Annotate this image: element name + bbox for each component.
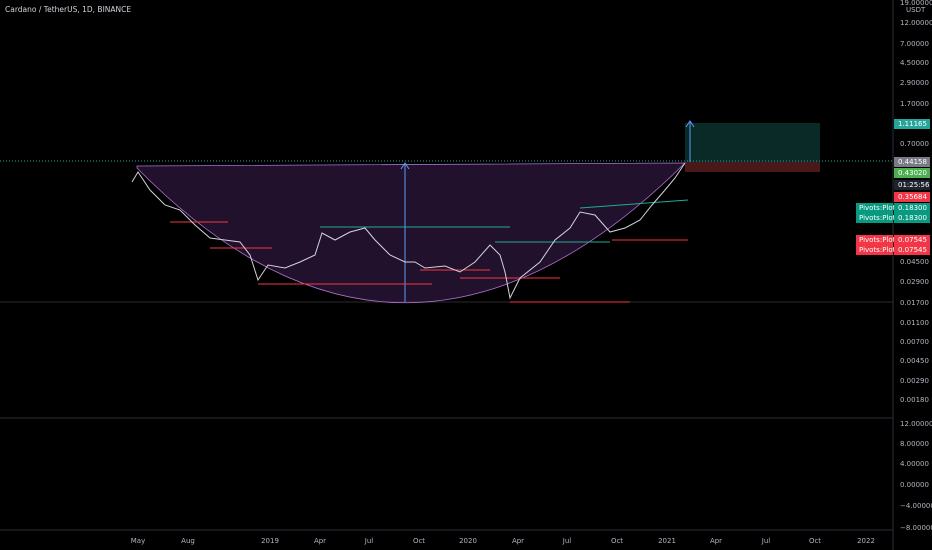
- time-label: Jul: [562, 537, 572, 545]
- time-label: 2019: [261, 537, 279, 545]
- badge-box: [894, 245, 930, 255]
- badge-value: 0.43020: [898, 169, 927, 177]
- stop-zone: [685, 162, 820, 172]
- time-label: 2021: [658, 537, 676, 545]
- time-label: May: [131, 537, 145, 545]
- time-label: Jul: [761, 537, 771, 545]
- badge-label: Pivots:Plot: [859, 204, 896, 212]
- badge-label-box: [856, 203, 893, 213]
- badge-value: 1.11165: [898, 120, 927, 128]
- badge-box: [894, 203, 930, 213]
- badge-box: [894, 235, 930, 245]
- badge-box: [894, 213, 930, 223]
- time-label: Oct: [611, 537, 623, 545]
- time-label: 2022: [857, 537, 875, 545]
- time-label: 2020: [459, 537, 477, 545]
- lower-price-label: 12.00000: [900, 420, 932, 428]
- time-label: Aug: [181, 537, 195, 545]
- symbol-title: Cardano / TetherUS, 1D, BINANCE: [5, 5, 131, 14]
- badge-label-box: [856, 213, 893, 223]
- price-label: 0.00450: [900, 357, 929, 365]
- time-label: Apr: [314, 537, 326, 545]
- time-label: Apr: [512, 537, 524, 545]
- badge-label: Pivots:Plot: [859, 214, 896, 222]
- badge-value: 0.18300: [898, 214, 927, 222]
- badge-label: Pivots:Plot: [859, 246, 896, 254]
- badge-box: [894, 168, 930, 178]
- price-label: 1.70000: [900, 100, 929, 108]
- price-label: 12.00000: [900, 19, 932, 27]
- price-label: 4.50000: [900, 59, 929, 67]
- target-zone: [685, 123, 820, 162]
- pivot-lines: [170, 199, 689, 303]
- price-badge: Pivots:Plot 0.18300: [856, 203, 930, 213]
- price-label: 19.00000: [900, 0, 932, 7]
- lower-price-label: 8.00000: [900, 440, 929, 448]
- price-label: 0.01700: [900, 299, 929, 307]
- currency: USDT: [906, 6, 926, 14]
- price-label: 0.01100: [900, 319, 929, 327]
- price-label: 7.00000: [900, 40, 929, 48]
- price-badge: 01:25:56: [894, 180, 930, 190]
- badge-box: [894, 119, 930, 129]
- badge-value: 01:25:56: [898, 181, 930, 189]
- lower-price-label: −4.00000: [900, 502, 932, 510]
- lower-price-label: 0.00000: [900, 481, 929, 489]
- badge-value: 0.18300: [898, 204, 927, 212]
- badge-label-box: [856, 245, 893, 255]
- badge-value: 0.07545: [898, 246, 927, 254]
- time-label: Jul: [364, 537, 374, 545]
- badge-value: 0.44158: [898, 158, 927, 166]
- lower-price-label: −8.00000: [900, 524, 932, 532]
- price-label: 0.02900: [900, 278, 929, 286]
- price-badge: 0.35684: [894, 192, 930, 202]
- badge-box: [894, 192, 930, 202]
- badge-label: Pivots:Plot: [859, 236, 896, 244]
- price-label: 0.00180: [900, 396, 929, 404]
- time-label: Oct: [809, 537, 821, 545]
- price-badge: Pivots:Plot 0.18300: [856, 213, 930, 223]
- price-label: 0.00290: [900, 377, 929, 385]
- price-badge: 1.11165: [894, 119, 930, 129]
- lower-price-label: 4.00000: [900, 460, 929, 468]
- price-label: 2.90000: [900, 79, 929, 87]
- badge-label-box: [856, 235, 893, 245]
- price-badge: 0.43020: [894, 168, 930, 178]
- price-label: 0.00700: [900, 338, 929, 346]
- price-badge: 0.44158: [894, 157, 930, 167]
- badge-value: 0.35684: [898, 193, 927, 201]
- price-label: 0.04500: [900, 258, 929, 266]
- badge-box: [894, 180, 930, 190]
- price-badge: Pivots:Plot 0.07545: [856, 245, 930, 255]
- badge-value: 0.07545: [898, 236, 927, 244]
- time-label: Oct: [413, 537, 425, 545]
- measure-arrows: [400, 120, 695, 302]
- badge-box: [894, 157, 930, 167]
- price-label: 0.70000: [900, 140, 929, 148]
- price-badge: Pivots:Plot 0.07545: [856, 235, 930, 245]
- price-candles: [131, 162, 686, 300]
- time-label: Apr: [710, 537, 722, 545]
